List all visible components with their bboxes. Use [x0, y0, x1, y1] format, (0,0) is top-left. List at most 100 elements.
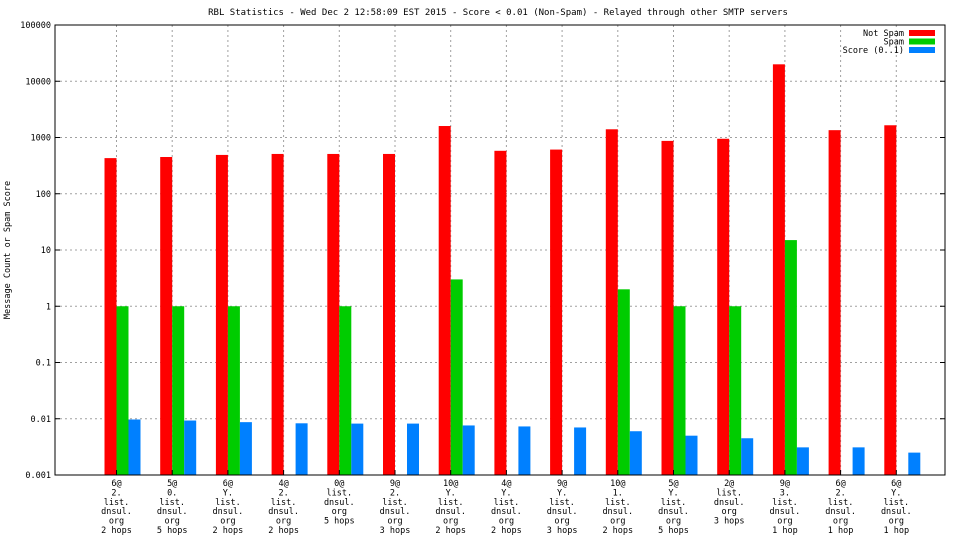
bar-not-spam [104, 158, 117, 475]
legend-label: Spam [884, 38, 904, 48]
bar-score-0-1 [184, 420, 197, 475]
bar-score-0-1 [574, 427, 587, 475]
bar-score-0-1 [128, 419, 141, 475]
x-category-line: list. [549, 498, 575, 508]
x-category-line: 5@ [167, 479, 177, 489]
x-category-line: 2 hops [101, 526, 132, 536]
legend-swatch [909, 38, 935, 45]
bar-spam [617, 289, 630, 475]
x-category-line: 2. [835, 488, 845, 498]
bar-not-spam [215, 154, 228, 476]
chart-title: RBL Statistics - Wed Dec 2 12:58:09 EST … [208, 8, 788, 18]
x-category-line: dnsul. [770, 507, 801, 517]
bar-not-spam [772, 64, 785, 475]
x-category-line: 6@ [835, 479, 845, 489]
bar-not-spam [438, 126, 451, 475]
x-category-line: 10@ [610, 479, 625, 489]
x-category-line: 6@ [223, 479, 233, 489]
y-tick-label: 1000 [31, 134, 51, 144]
x-category-line: 5@ [668, 479, 678, 489]
x-category-line: dnsul. [101, 507, 132, 517]
x-category-line: dnsul. [658, 507, 689, 517]
x-category-line: 2. [390, 488, 400, 498]
x-category-line: 3 hops [547, 526, 578, 536]
x-category-line: 2@ [724, 479, 734, 489]
bar-not-spam [383, 153, 395, 476]
legend-swatch [909, 30, 935, 36]
y-tick-label: 100 [36, 190, 51, 200]
x-category-line: 3. [780, 488, 790, 498]
bar-spam [172, 306, 185, 475]
x-category-line: 2. [278, 488, 288, 498]
bar-score-0-1 [518, 426, 531, 475]
x-category-line: dnsul. [324, 498, 355, 508]
x-category-line: list. [494, 498, 520, 508]
y-tick-label: 0.1 [36, 359, 51, 369]
x-category-line: dnsul. [825, 507, 856, 517]
y-tick-label: 10000 [25, 77, 51, 87]
bar-spam [784, 240, 797, 475]
x-category-line: dnsul. [491, 507, 522, 517]
x-category-line: 9@ [390, 479, 400, 489]
bar-not-spam [884, 125, 897, 475]
x-category-line: org [387, 517, 402, 527]
y-tick-label: 10 [41, 246, 51, 256]
y-tick-label: 0.001 [25, 471, 51, 481]
bar-spam [339, 306, 352, 475]
legend-label: Score (0..1) [843, 46, 904, 56]
x-category-line: 9@ [780, 479, 790, 489]
x-category-line: org [777, 517, 792, 527]
x-category-line: Y. [501, 488, 511, 498]
x-category-line: org [722, 507, 737, 517]
x-category-line: Y. [446, 488, 456, 498]
y-axis-label: Message Count or Spam Score [3, 181, 13, 319]
x-category-line: 3 hops [380, 526, 411, 536]
x-category-line: list. [716, 488, 742, 498]
x-category-line: dnsul. [714, 498, 745, 508]
x-category-line: dnsul. [268, 507, 299, 517]
x-category-line: 2. [111, 488, 121, 498]
bar-score-0-1 [852, 447, 865, 475]
bar-score-0-1 [407, 423, 419, 475]
x-category-line: dnsul. [602, 507, 633, 517]
x-category-line: 10@ [443, 479, 458, 489]
bar-score-0-1 [629, 431, 642, 475]
x-category-line: 5 hops [324, 517, 355, 527]
bar-score-0-1 [908, 452, 921, 475]
x-category-line: 0@ [334, 479, 344, 489]
x-category-line: org [889, 517, 904, 527]
x-category-line: Y. [557, 488, 567, 498]
y-tick-label: 100000 [20, 21, 51, 31]
x-category-line: list. [438, 498, 464, 508]
bar-score-0-1 [741, 438, 754, 475]
x-category-line: org [443, 517, 458, 527]
x-category-line: 6@ [111, 479, 121, 489]
x-category-line: org [666, 517, 681, 527]
bar-spam [673, 306, 686, 475]
x-category-line: org [109, 517, 124, 527]
bar-not-spam [327, 153, 340, 476]
x-category-line: 2 hops [213, 526, 244, 536]
x-category-line: list. [884, 498, 910, 508]
x-category-line: 2 hops [491, 526, 522, 536]
x-category-line: 9@ [557, 479, 567, 489]
bar-not-spam [605, 129, 618, 475]
bar-score-0-1 [239, 422, 252, 475]
bar-score-0-1 [351, 423, 364, 475]
x-category-line: dnsul. [435, 507, 466, 517]
x-category-line: org [276, 517, 291, 527]
x-category-line: 3 hops [714, 517, 745, 527]
x-category-line: list. [828, 498, 854, 508]
x-category-line: list. [605, 498, 631, 508]
